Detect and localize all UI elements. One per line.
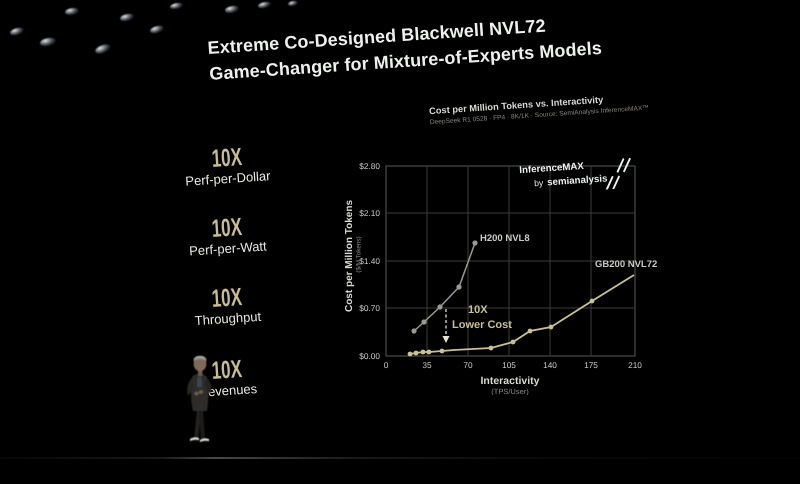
svg-text:Interactivity: Interactivity	[481, 375, 540, 387]
svg-text:$0.70: $0.70	[359, 303, 380, 313]
svg-text:(TPS/User): (TPS/User)	[491, 387, 529, 395]
svg-text:0: 0	[384, 360, 389, 370]
svg-text:210: 210	[628, 360, 642, 370]
svg-text:10X: 10X	[468, 304, 488, 316]
svg-text:GB200 NVL72: GB200 NVL72	[595, 259, 657, 270]
svg-text:by: by	[534, 178, 544, 189]
svg-text:175: 175	[584, 360, 598, 370]
svg-text:InferenceMAX: InferenceMAX	[519, 161, 585, 176]
svg-text:35: 35	[422, 360, 432, 370]
svg-text:Lower Cost: Lower Cost	[452, 319, 512, 331]
svg-text:semianalysis: semianalysis	[547, 173, 608, 188]
svg-text:$0.00: $0.00	[359, 351, 380, 361]
svg-text:H200 NVL8: H200 NVL8	[480, 233, 530, 244]
svg-text:140: 140	[543, 360, 557, 370]
svg-text:$2.10: $2.10	[359, 208, 380, 218]
svg-text:$2.80: $2.80	[359, 161, 380, 171]
svg-text:70: 70	[463, 360, 473, 370]
svg-text:105: 105	[502, 360, 516, 370]
